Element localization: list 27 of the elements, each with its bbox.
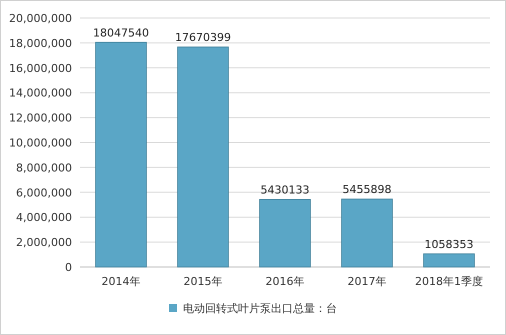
y-tick-label: 0 xyxy=(65,261,72,274)
legend-label: 电动回转式叶片泵出口总量：台 xyxy=(183,302,337,315)
data-label: 18047540 xyxy=(93,26,149,40)
x-tick-label: 2018年1季度 xyxy=(415,275,483,288)
x-tick-label: 2014年 xyxy=(102,275,140,288)
y-tick-label: 14,000,000 xyxy=(9,86,72,100)
bar xyxy=(177,46,229,268)
y-tick-label: 8,000,000 xyxy=(16,161,72,174)
y-tick-label: 2,000,000 xyxy=(16,236,72,250)
bar xyxy=(341,198,393,268)
bar xyxy=(259,198,311,268)
data-label: 5455898 xyxy=(342,183,392,196)
data-label: 5430133 xyxy=(260,183,310,196)
x-tick-label: 2016年 xyxy=(266,275,304,288)
data-label: 1058353 xyxy=(424,238,474,251)
y-tick-label: 20,000,000 xyxy=(9,12,72,25)
y-tick-label: 6,000,000 xyxy=(16,186,72,200)
y-tick-label: 16,000,000 xyxy=(9,62,72,75)
bar xyxy=(423,253,475,268)
y-tick-label: 18,000,000 xyxy=(9,36,72,50)
bar xyxy=(95,42,147,268)
x-tick-label: 2017年 xyxy=(348,275,386,288)
y-tick-label: 10,000,000 xyxy=(9,136,72,150)
data-label: 17670399 xyxy=(175,31,231,44)
x-tick-label: 2015年 xyxy=(184,275,222,288)
y-tick-label: 12,000,000 xyxy=(9,112,72,125)
y-tick-label: 4,000,000 xyxy=(16,211,72,224)
